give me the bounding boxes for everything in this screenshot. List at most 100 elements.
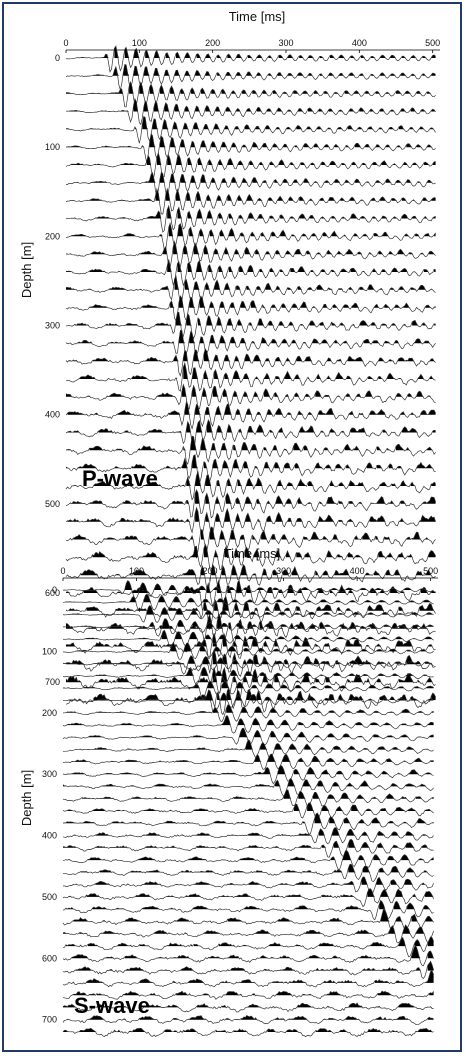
y-tick-label: 200 bbox=[42, 708, 57, 718]
p-wave-panel: Time [ms] Depth [m] 0 100 200 300 400 500 0 10… bbox=[19, 9, 440, 716]
trace-line bbox=[62, 641, 434, 660]
y-tick-label: 0 bbox=[52, 585, 57, 595]
trace-line bbox=[65, 648, 436, 677]
x-tick-label: 500 bbox=[423, 566, 438, 576]
trace-fill bbox=[63, 924, 434, 934]
trace-fill bbox=[66, 580, 436, 593]
trace-fill bbox=[66, 633, 433, 647]
x-tick-label: 500 bbox=[425, 38, 440, 48]
trace-line bbox=[65, 419, 436, 450]
trace-fill bbox=[82, 789, 434, 799]
trace-line bbox=[65, 470, 436, 501]
trace-line bbox=[65, 64, 436, 92]
trace-fill bbox=[67, 205, 436, 219]
trace-fill bbox=[76, 46, 436, 58]
trace-fill bbox=[73, 827, 428, 836]
trace-line bbox=[62, 1002, 434, 1013]
x-tick-label: 100 bbox=[129, 566, 144, 576]
trace-line bbox=[62, 593, 434, 612]
trace-line bbox=[65, 133, 436, 163]
trace-line bbox=[65, 563, 436, 590]
trace-fill bbox=[66, 436, 433, 451]
y-tick-label: 500 bbox=[42, 892, 57, 902]
trace-line bbox=[65, 97, 436, 126]
trace-fill bbox=[63, 813, 434, 824]
trace-fill bbox=[80, 864, 428, 873]
trace-fill bbox=[73, 908, 434, 922]
p-wave-panel-label: P-wave bbox=[82, 466, 158, 491]
x-tick-label: 0 bbox=[60, 566, 65, 576]
y-tick-label: 500 bbox=[45, 499, 60, 509]
trace-line bbox=[63, 739, 434, 759]
trace-line bbox=[62, 863, 434, 883]
trace-line bbox=[62, 753, 434, 770]
trace-line bbox=[65, 686, 436, 716]
trace-fill bbox=[63, 802, 433, 811]
trace-line bbox=[63, 618, 434, 637]
trace-fill bbox=[66, 667, 433, 683]
s-wave-x-ticks: 0 100 200 300 400 500 bbox=[60, 566, 438, 581]
trace-line bbox=[62, 1015, 434, 1025]
y-tick-label: 700 bbox=[45, 677, 60, 687]
y-tick-label: 0 bbox=[55, 53, 60, 63]
trace-line bbox=[65, 383, 436, 410]
trace-fill bbox=[66, 241, 436, 255]
trace-line bbox=[65, 506, 436, 536]
trace-line bbox=[65, 526, 436, 559]
trace-line bbox=[65, 613, 436, 644]
trace-line bbox=[62, 850, 434, 871]
trace-fill bbox=[66, 330, 436, 344]
p-wave-y-ticks: 0 100 200 300 400 500 600 700 bbox=[45, 53, 60, 687]
trace-line bbox=[65, 115, 436, 144]
y-tick-label: 300 bbox=[42, 769, 57, 779]
trace-fill bbox=[73, 991, 434, 996]
trace-line bbox=[66, 80, 436, 108]
s-wave-panel: Time [ms] Depth [m] 0 100 200 300 400 500 0 10… bbox=[19, 546, 438, 1038]
trace-line bbox=[62, 924, 434, 944]
x-tick-label: 100 bbox=[132, 38, 147, 48]
trace-line bbox=[62, 802, 434, 821]
trace-fill bbox=[70, 526, 436, 540]
trace-line bbox=[62, 666, 434, 686]
y-tick-label: 100 bbox=[45, 142, 60, 152]
trace-line bbox=[65, 633, 436, 659]
trace-line bbox=[62, 970, 434, 988]
trace-line bbox=[65, 151, 436, 179]
s-wave-x-axis-title: Time [ms] bbox=[224, 546, 281, 561]
trace-line bbox=[65, 543, 436, 574]
trace-fill bbox=[67, 630, 434, 640]
trace-fill bbox=[76, 739, 430, 750]
trace-line bbox=[62, 689, 434, 710]
trace-line bbox=[62, 655, 434, 675]
x-tick-label: 400 bbox=[352, 38, 367, 48]
trace-line bbox=[62, 1027, 434, 1038]
trace-line bbox=[65, 435, 436, 466]
y-tick-label: 700 bbox=[42, 1015, 57, 1025]
trace-line bbox=[62, 715, 434, 734]
x-tick-label: 300 bbox=[276, 566, 291, 576]
y-tick-label: 100 bbox=[42, 646, 57, 656]
y-tick-label: 400 bbox=[45, 410, 60, 420]
trace-line bbox=[65, 240, 436, 269]
trace-line bbox=[62, 945, 434, 967]
trace-fill bbox=[67, 580, 434, 590]
trace-line bbox=[62, 960, 434, 980]
trace-line bbox=[62, 907, 434, 931]
trace-line bbox=[65, 454, 436, 485]
s-wave-panel-label: S-wave bbox=[74, 993, 150, 1018]
y-tick-label: 300 bbox=[45, 321, 60, 331]
trace-fill bbox=[68, 970, 434, 983]
trace-fill bbox=[63, 1028, 434, 1032]
y-tick-label: 200 bbox=[45, 231, 60, 241]
trace-line bbox=[62, 629, 434, 649]
p-wave-x-axis-title: Time [ms] bbox=[229, 9, 286, 24]
trace-fill bbox=[76, 544, 436, 558]
trace-fill bbox=[66, 348, 436, 362]
trace-fill bbox=[67, 402, 436, 415]
trace-fill bbox=[67, 507, 436, 522]
trace-line bbox=[65, 361, 436, 392]
trace-line bbox=[62, 680, 434, 700]
p-wave-x-ticks: 0 100 200 300 400 500 bbox=[63, 38, 440, 53]
x-tick-label: 300 bbox=[278, 38, 293, 48]
trace-line bbox=[65, 489, 436, 519]
